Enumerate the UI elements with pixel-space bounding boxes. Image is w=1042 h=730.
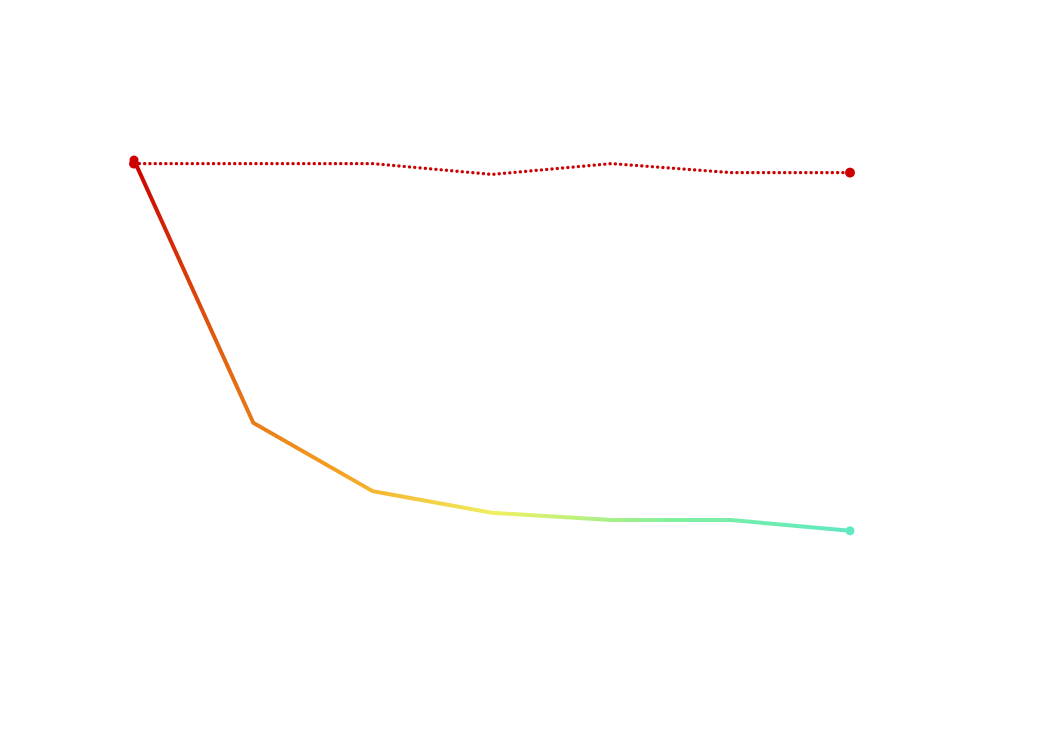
series-2-end-point [845, 526, 855, 536]
series-2-start-point [129, 155, 139, 165]
series-layer [129, 155, 855, 536]
series-2 [129, 155, 855, 536]
series-1-line [132, 162, 852, 176]
series-1 [129, 158, 855, 178]
series-2-line [132, 158, 852, 533]
series-1-end-point [845, 167, 855, 178]
